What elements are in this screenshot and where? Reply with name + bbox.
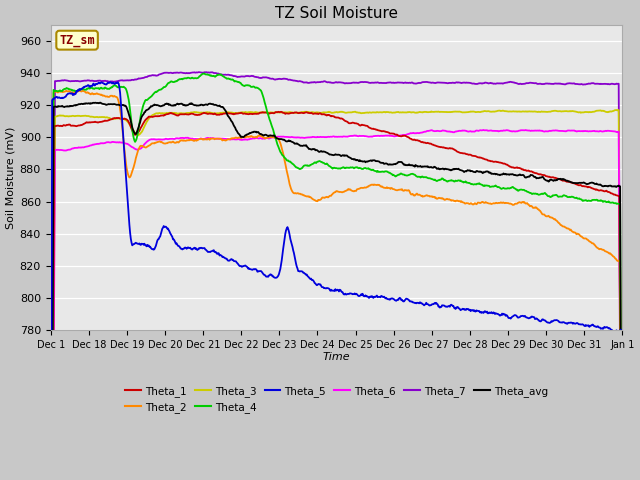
X-axis label: Time: Time	[323, 351, 350, 361]
Title: TZ Soil Moisture: TZ Soil Moisture	[275, 6, 398, 21]
Legend: Theta_1, Theta_2, Theta_3, Theta_4, Theta_5, Theta_6, Theta_7, Theta_avg: Theta_1, Theta_2, Theta_3, Theta_4, Thet…	[121, 382, 552, 417]
Text: TZ_sm: TZ_sm	[60, 34, 95, 47]
Y-axis label: Soil Moisture (mV): Soil Moisture (mV)	[6, 126, 15, 228]
